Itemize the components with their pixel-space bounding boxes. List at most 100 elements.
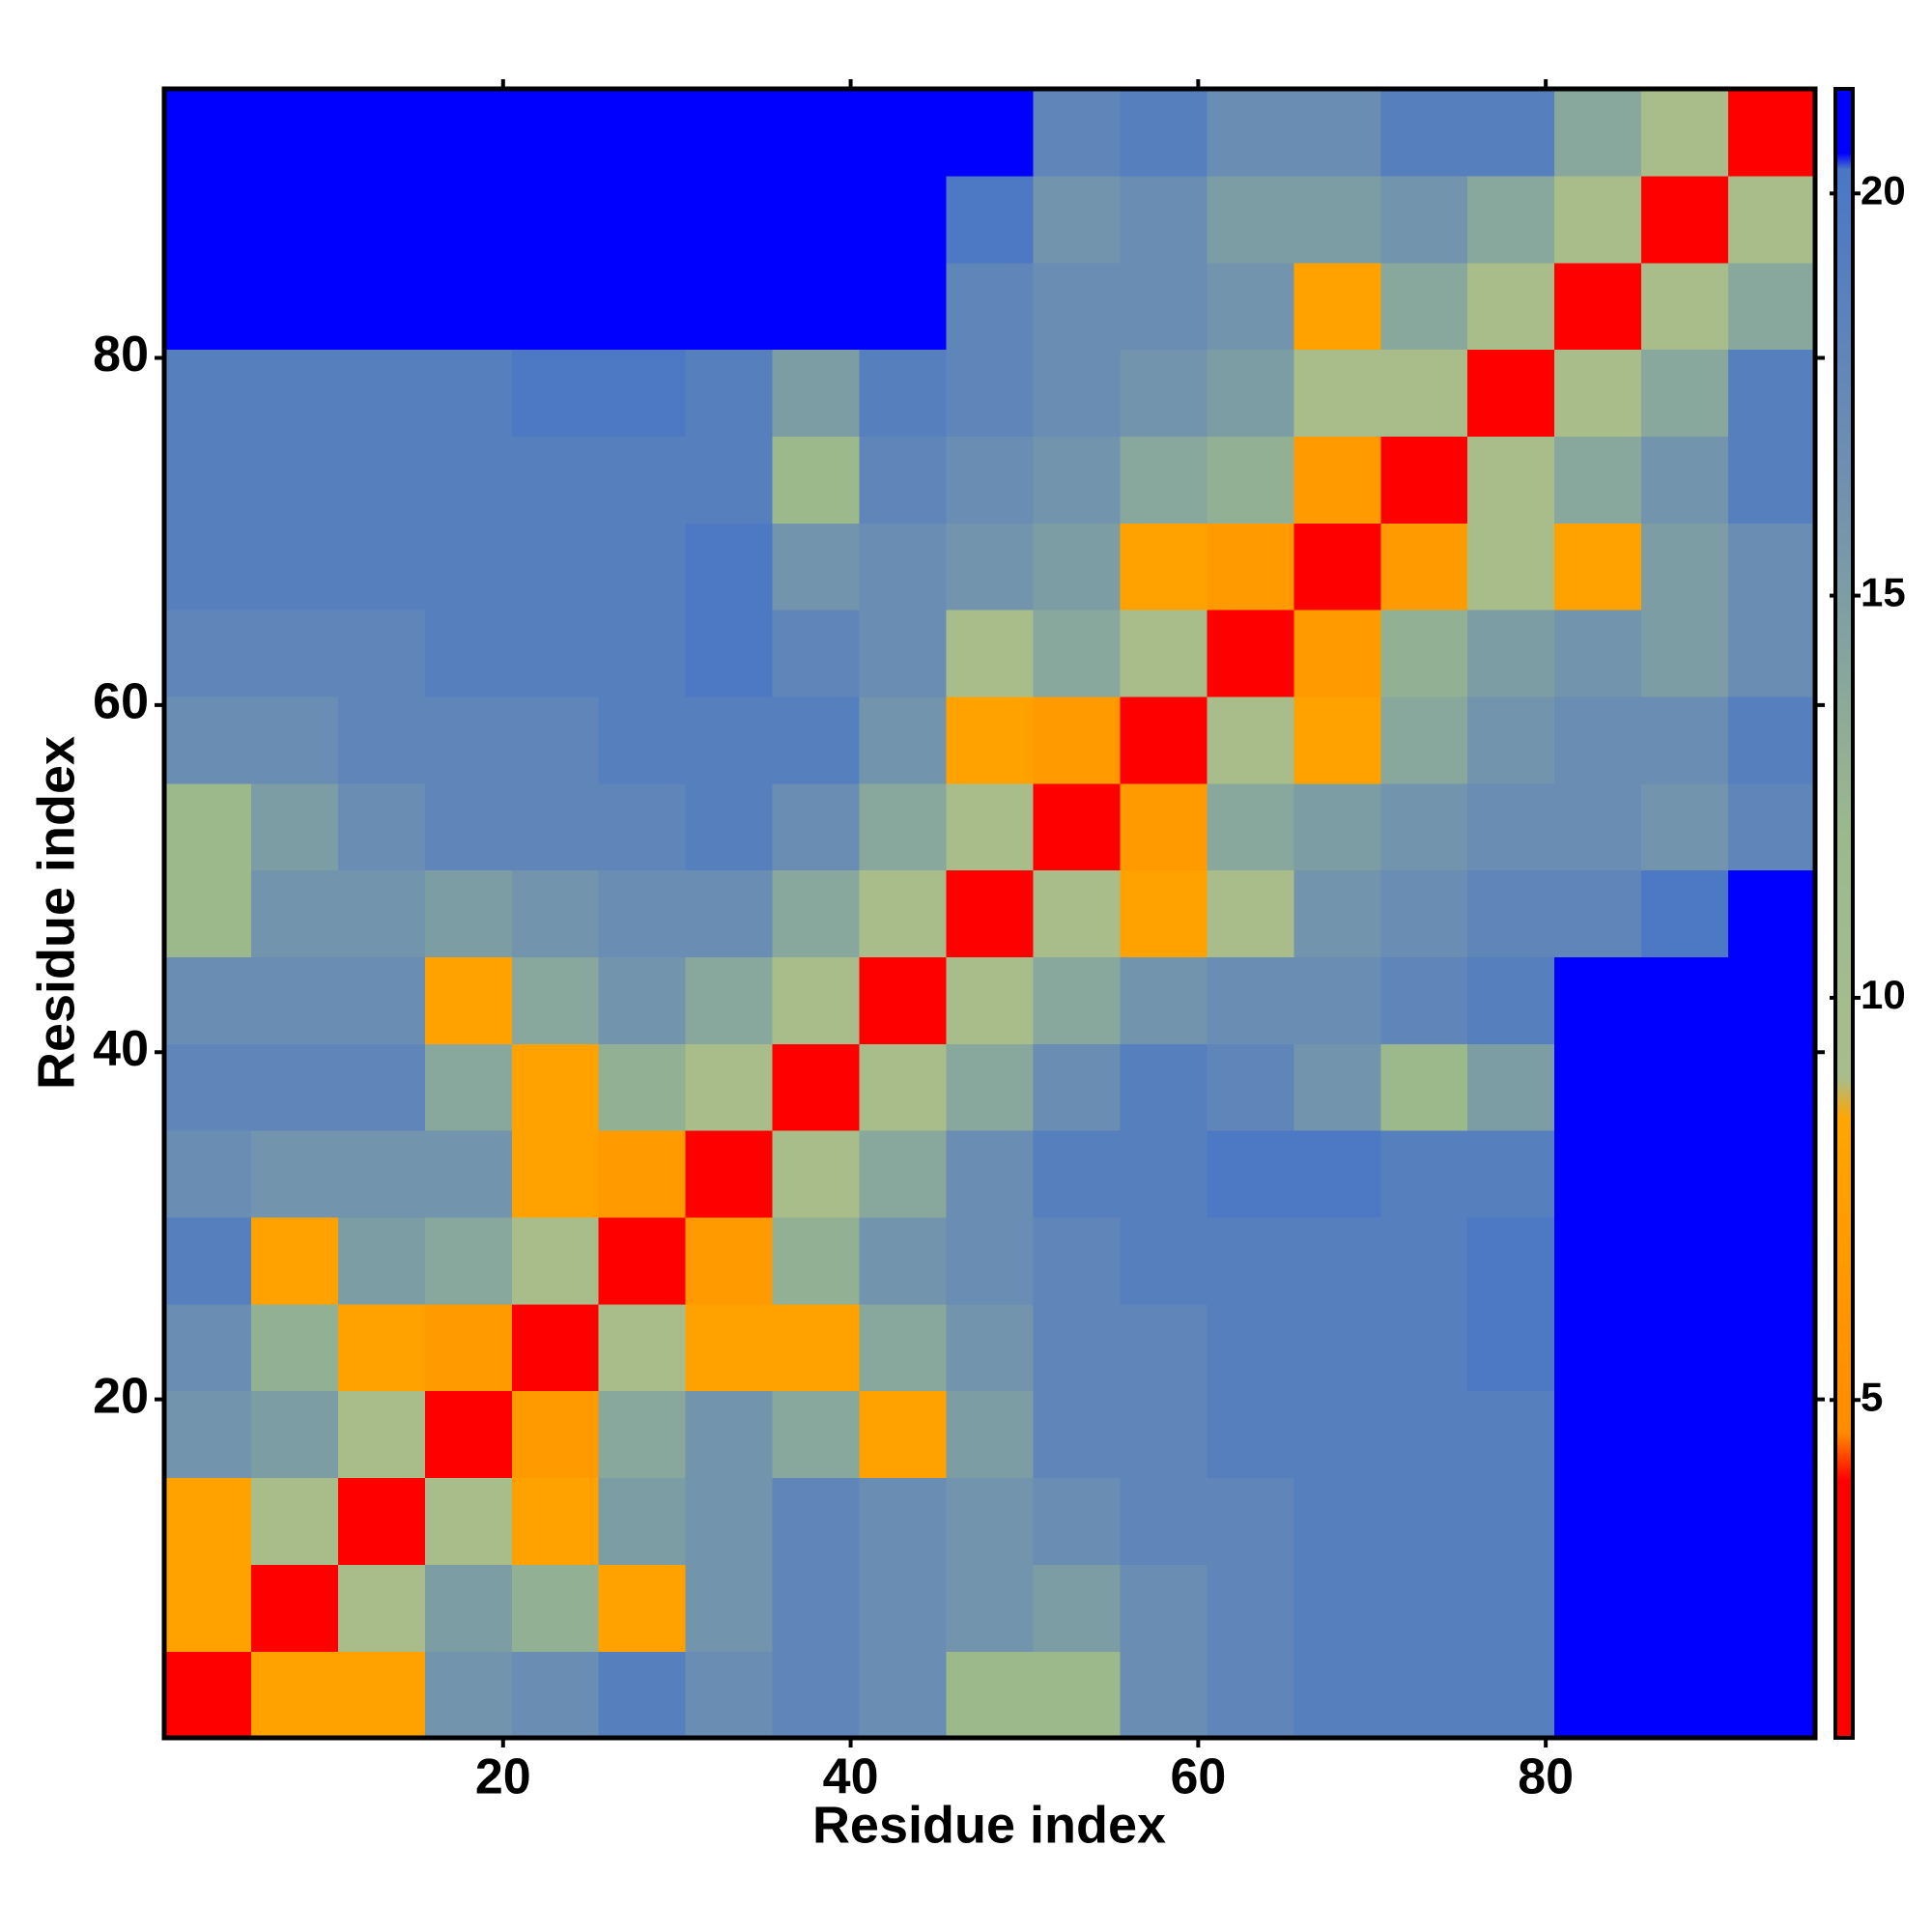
heatmap-cell — [946, 436, 1035, 524]
heatmap-cell — [424, 1651, 513, 1739]
heatmap-cell — [250, 523, 339, 611]
heatmap-cell — [1641, 1216, 1729, 1305]
heatmap-cell — [1467, 523, 1555, 611]
heatmap-cell — [337, 956, 426, 1044]
heatmap-cell — [164, 1390, 252, 1479]
x-tick-label: 20 — [475, 1749, 531, 1805]
heatmap-cell — [598, 1216, 687, 1305]
heatmap-cell — [250, 1303, 339, 1392]
heatmap-cell — [424, 175, 513, 264]
heatmap-cell — [1728, 1651, 1816, 1739]
heatmap-cell — [1293, 349, 1381, 437]
heatmap-cell — [1380, 782, 1468, 871]
heatmap-cell — [337, 1043, 426, 1131]
heatmap-cell — [772, 89, 861, 177]
heatmap-cell — [946, 1390, 1035, 1479]
heatmap-cell — [1554, 436, 1642, 524]
heatmap-cell — [424, 1477, 513, 1565]
heatmap-cell — [685, 1390, 774, 1479]
heatmap-cell — [424, 1390, 513, 1479]
heatmap-cell — [1293, 175, 1381, 264]
heatmap-cell — [1033, 89, 1122, 177]
heatmap-cell — [1554, 1043, 1642, 1131]
heatmap-cell — [1554, 1651, 1642, 1739]
heatmap-cell — [859, 175, 948, 264]
heatmap-cell — [1380, 1303, 1468, 1392]
heatmap-cell — [1641, 262, 1729, 351]
heatmap-cell — [1467, 1216, 1555, 1305]
colorbar-tick-label: 5 — [1861, 1374, 1883, 1419]
x-tick-label: 60 — [1170, 1749, 1226, 1805]
heatmap-cell — [598, 1477, 687, 1565]
heatmap-cell — [859, 262, 948, 351]
heatmap-cell — [1207, 782, 1294, 871]
heatmap-cell — [772, 1651, 861, 1739]
heatmap-cell — [1641, 1477, 1729, 1565]
heatmap-cell — [772, 1564, 861, 1652]
heatmap-cell — [1641, 436, 1729, 524]
heatmap-cell — [424, 349, 513, 437]
heatmap-cell — [1728, 436, 1816, 524]
heatmap-cell — [946, 349, 1035, 437]
heatmap-cell — [250, 1390, 339, 1479]
heatmap-cell — [1120, 1043, 1208, 1131]
heatmap-cell — [1554, 175, 1642, 264]
heatmap-cell — [1554, 89, 1642, 177]
heatmap-cell — [164, 436, 252, 524]
heatmap-cell — [250, 436, 339, 524]
heatmap-cell — [1033, 782, 1122, 871]
heatmap-cell — [946, 1651, 1035, 1739]
heatmap-cell — [511, 1043, 600, 1131]
heatmap-cell — [1728, 956, 1816, 1044]
heatmap-cell — [424, 1303, 513, 1392]
heatmap-cell — [1120, 262, 1208, 351]
heatmap-cell — [685, 1477, 774, 1565]
heatmap-cell — [946, 1043, 1035, 1131]
heatmap-cell — [859, 436, 948, 524]
heatmap-cell — [1033, 1477, 1122, 1565]
heatmap-cell — [250, 262, 339, 351]
heatmap-cell — [424, 1216, 513, 1305]
heatmap-cell — [1207, 1390, 1294, 1479]
heatmap-cell — [946, 523, 1035, 611]
heatmap-cell — [337, 1477, 426, 1565]
heatmap-cell — [1207, 523, 1294, 611]
heatmap-cell — [1641, 89, 1729, 177]
heatmap-cell — [511, 610, 600, 697]
heatmap-cell — [1641, 782, 1729, 871]
heatmap-cell — [250, 1130, 339, 1218]
heatmap-cell — [424, 696, 513, 784]
heatmap-cell — [164, 523, 252, 611]
heatmap-cell — [946, 610, 1035, 697]
heatmap-cell — [1728, 610, 1816, 697]
heatmap-cell — [598, 1651, 687, 1739]
heatmap-cell — [1554, 1477, 1642, 1565]
heatmap-cell — [685, 782, 774, 871]
heatmap-cell — [1467, 262, 1555, 351]
heatmap-cell — [598, 956, 687, 1044]
y-tick-label: 20 — [93, 1368, 149, 1424]
heatmap-cell — [164, 175, 252, 264]
heatmap-cell — [859, 349, 948, 437]
heatmap-cell — [1467, 1043, 1555, 1131]
heatmap-cell — [1207, 956, 1294, 1044]
heatmap-cell — [772, 869, 861, 958]
heatmap-cell — [859, 1216, 948, 1305]
heatmap-cell — [859, 610, 948, 697]
heatmap-cell — [1033, 1390, 1122, 1479]
heatmap-cell — [1380, 175, 1468, 264]
heatmap-cell — [337, 89, 426, 177]
heatmap-cell — [685, 1130, 774, 1218]
heatmap-cell — [685, 175, 774, 264]
heatmap-cell — [511, 696, 600, 784]
heatmap-cell — [164, 1043, 252, 1131]
heatmap-cell — [511, 175, 600, 264]
heatmap-cell — [1467, 1303, 1555, 1392]
heatmap-cell — [946, 1564, 1035, 1652]
x-tick-label: 80 — [1518, 1749, 1574, 1805]
heatmap-cell — [1467, 1390, 1555, 1479]
heatmap-cell — [1207, 1564, 1294, 1652]
heatmap-cell — [1120, 349, 1208, 437]
y-tick-label: 40 — [93, 1021, 149, 1077]
heatmap-cell — [337, 1216, 426, 1305]
